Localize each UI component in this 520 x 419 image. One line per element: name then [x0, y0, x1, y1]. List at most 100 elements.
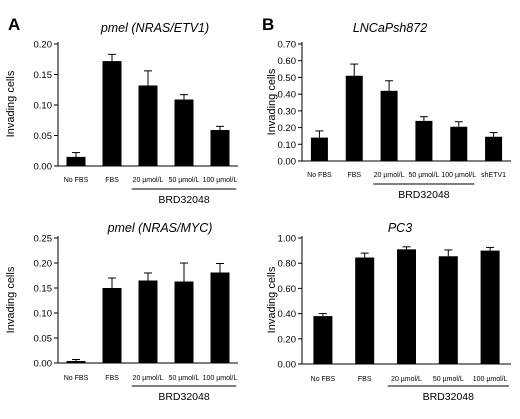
y-tick-labels: 0.00 0.05 0.10 0.15 0.20 — [34, 40, 58, 173]
y-axis-label: Invading cells — [266, 68, 278, 135]
category-label: 100 µmol/L — [441, 172, 476, 179]
bar — [345, 75, 363, 161]
y-tick-labels: 0.00 0.05 0.10 0.15 0.20 0.25 — [34, 234, 58, 370]
error-bars — [318, 246, 495, 317]
group-label: BRD32048 — [158, 194, 210, 206]
bar — [397, 249, 416, 364]
bar — [66, 361, 86, 363]
category-label: No FBS — [64, 375, 89, 382]
y-tick-label: 0.50 — [278, 73, 297, 84]
y-tick-label: 0.00 — [34, 162, 53, 173]
category-label: 20 µmol/L — [391, 376, 422, 383]
group-label: BRD32048 — [398, 189, 450, 201]
y-tick-label: 0.00 — [278, 360, 297, 371]
group-label: BRD32048 — [423, 391, 475, 403]
category-label: No FBS — [307, 172, 332, 179]
category-label: No FBS — [64, 177, 89, 184]
y-tick-labels: 0.00 0.20 0.40 0.60 0.80 1.00 — [278, 234, 302, 371]
bar — [485, 136, 503, 161]
panel-letter-b: B — [262, 15, 274, 34]
bars — [310, 75, 503, 161]
bar — [310, 137, 328, 161]
category-label: FBS — [105, 177, 119, 184]
y-tick-label: 0.40 — [278, 90, 297, 101]
error-bars — [72, 262, 224, 361]
bar — [138, 280, 158, 363]
y-tick-label: 0.70 — [278, 40, 297, 51]
y-axis-label: Invading cells — [5, 266, 17, 333]
error-bars — [72, 53, 224, 157]
axes — [301, 42, 511, 162]
y-tick-label: 0.25 — [34, 234, 53, 245]
bar — [210, 130, 230, 166]
category-labels: No FBS FBS 20 µmol/L 50 µmol/L 100 µmol/L shE… — [307, 172, 506, 179]
bars — [66, 61, 230, 166]
y-tick-label: 0.00 — [34, 359, 53, 370]
category-labels: No FBS FBS 20 µmol/L 50 µmol/L 100 µmol/L — [64, 177, 238, 184]
chart-title: PC3 — [388, 221, 412, 235]
bar — [210, 272, 230, 363]
bar — [66, 156, 86, 166]
bar — [102, 288, 122, 363]
axes — [57, 236, 238, 364]
chart-title: LNCaPsh872 — [353, 21, 427, 35]
category-label: 50 µmol/L — [408, 172, 439, 179]
y-tick-label: 0.00 — [278, 157, 297, 168]
bar — [355, 257, 375, 364]
category-label: 100 µmol/L — [473, 376, 508, 383]
y-tick-label: 0.10 — [34, 309, 53, 320]
panel-letter-a: A — [8, 15, 20, 34]
y-tick-label: 0.20 — [34, 40, 53, 51]
y-tick-label: 0.15 — [34, 284, 53, 295]
chart-lncapsh872: B LNCaPsh872 Invading cells 0.00 0.10 0.20… — [262, 15, 511, 201]
bar — [438, 256, 458, 364]
bar — [174, 99, 194, 166]
category-label: 50 µmol/L — [433, 376, 464, 383]
y-tick-label: 0.15 — [34, 70, 53, 81]
bar — [313, 316, 333, 364]
y-tick-label: 0.05 — [34, 131, 53, 142]
group-label: BRD32048 — [158, 391, 210, 403]
category-label: shETV1 — [481, 172, 506, 179]
chart-title: pmel (NRAS/MYC) — [107, 221, 213, 235]
bars — [66, 272, 230, 363]
chart-pc3: PC3 Invading cells 0.00 0.20 0.40 0.60 0.80 1… — [266, 221, 511, 403]
y-tick-label: 0.40 — [278, 309, 297, 320]
bars — [313, 249, 500, 364]
bar — [450, 126, 468, 161]
category-labels: No FBS FBS 20 µmol/L 50 µmol/L 100 µmol/L — [311, 376, 508, 383]
y-tick-label: 0.60 — [278, 284, 297, 295]
y-tick-label: 0.20 — [278, 123, 297, 134]
chart-pmel-nras-myc: pmel (NRAS/MYC) Invading cells 0.00 0.05 0… — [5, 221, 238, 403]
category-label: 100 µmol/L — [203, 375, 238, 382]
y-tick-label: 0.05 — [34, 334, 53, 345]
category-label: FBS — [347, 172, 361, 179]
category-label: 20 µmol/L — [133, 375, 164, 382]
category-label: 50 µmol/L — [169, 375, 200, 382]
chart-pmel-nras-etv1: A pmel (NRAS/ETV1) Invading cells 0.000.… — [5, 15, 238, 206]
bar — [138, 85, 158, 166]
bar — [174, 281, 194, 363]
category-label: FBS — [358, 376, 372, 383]
y-tick-label: 0.20 — [278, 334, 297, 345]
category-label: 20 µmol/L — [133, 177, 164, 184]
bar — [380, 90, 398, 161]
category-label: 20 µmol/L — [374, 172, 405, 179]
y-tick-label: 1.00 — [278, 234, 297, 245]
category-label: FBS — [105, 375, 119, 382]
category-label: No FBS — [311, 376, 336, 383]
y-tick-label: 0.60 — [278, 56, 297, 67]
bar — [415, 120, 433, 161]
y-axis-label: Invading cells — [266, 266, 278, 333]
y-axis-label: Invading cells — [5, 70, 17, 137]
category-label: 50 µmol/L — [169, 177, 200, 184]
axes — [301, 236, 511, 365]
bar — [102, 61, 122, 166]
bar — [480, 250, 500, 364]
category-labels: No FBS FBS 20 µmol/L 50 µmol/L 100 µmol/L — [64, 375, 238, 382]
chart-title: pmel (NRAS/ETV1) — [100, 21, 209, 35]
error-bars — [315, 63, 498, 138]
axes — [57, 42, 238, 167]
y-tick-label: 0.10 — [34, 101, 53, 112]
